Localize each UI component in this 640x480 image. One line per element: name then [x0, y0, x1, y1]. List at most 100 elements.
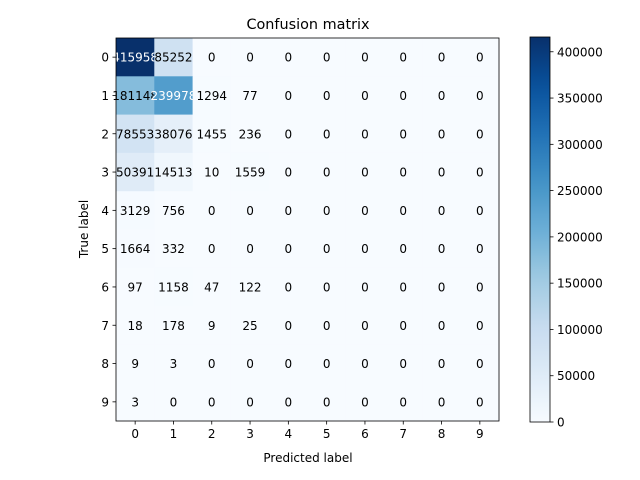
cell-value-label: 0 — [399, 319, 407, 333]
heatmap-cell — [230, 306, 270, 345]
cell-value-label: 236 — [239, 127, 262, 141]
x-tick-label: 6 — [361, 427, 369, 441]
cell-value-label: 77 — [242, 89, 257, 103]
heatmap-cell — [116, 229, 155, 269]
cell-value-label: 181148 — [112, 89, 158, 103]
cell-value-label: 0 — [438, 89, 446, 103]
cell-value-label: 3 — [170, 357, 178, 371]
cell-value-label: 0 — [246, 242, 254, 256]
cell-value-label: 0 — [438, 51, 446, 65]
heatmap-cell — [116, 152, 155, 192]
cell-value-label: 0 — [399, 242, 407, 256]
heatmap-cell — [230, 152, 270, 192]
cell-value-label: 47 — [204, 280, 219, 294]
heatmap-cell — [269, 76, 308, 115]
heatmap-cell — [230, 114, 270, 154]
y-axis: 0 1 2 3 4 5 6 7 8 9 — [101, 51, 116, 409]
cell-value-label: 18 — [128, 319, 143, 333]
heatmap-cell — [345, 152, 385, 192]
cell-value-label: 0 — [208, 357, 216, 371]
cell-value-label: 0 — [361, 280, 369, 294]
heatmap-cell — [460, 191, 500, 230]
heatmap-cell — [307, 76, 347, 115]
cell-value-label: 0 — [438, 319, 446, 333]
heatmap-cell — [384, 191, 423, 230]
heatmap-cell — [422, 229, 462, 269]
heatmap-cell — [230, 267, 270, 307]
heatmap-cell — [269, 191, 308, 230]
cell-value-label: 1294 — [196, 89, 227, 103]
heatmap-cell — [154, 267, 193, 307]
colorbar-frame — [529, 36, 551, 423]
heatmap-cell — [154, 382, 193, 422]
y-tick-label: 0 — [101, 51, 109, 65]
colorbar: 0 50000 100000 150000 200000 250000 300000 3500… — [529, 36, 603, 430]
heatmap-cell — [345, 191, 385, 230]
cell-value-label: 756 — [162, 204, 185, 218]
y-axis-label: True label — [77, 200, 91, 259]
heatmap-cell — [192, 114, 232, 154]
cell-value-label: 0 — [246, 51, 254, 65]
cell-value-label: 0 — [323, 127, 331, 141]
cell-value-label: 0 — [476, 319, 484, 333]
cell-value-label: 10 — [204, 166, 219, 180]
heatmap-cell — [269, 38, 308, 77]
heatmap-cell — [345, 382, 385, 422]
colorbar-tick-label: 0 — [557, 416, 565, 430]
heatmap-cell — [192, 306, 232, 345]
cell-value-label: 0 — [399, 395, 407, 409]
heatmap-cell — [460, 38, 500, 77]
cell-value-label: 0 — [285, 242, 293, 256]
y-tick-label: 3 — [101, 166, 109, 180]
colorbar-tick-label: 400000 — [557, 45, 603, 59]
heatmap-cell — [345, 229, 385, 269]
cell-value-label: 85252 — [154, 51, 192, 65]
heatmap-cell — [230, 229, 270, 269]
x-axis: 0 1 2 3 4 5 6 7 8 9 — [131, 421, 484, 441]
heatmap-cell — [116, 382, 155, 422]
x-tick-label: 5 — [323, 427, 331, 441]
heatmap-cell — [269, 382, 308, 422]
cell-value-label: 0 — [399, 166, 407, 180]
heatmap-cell — [460, 229, 500, 269]
heatmap-cell — [230, 38, 270, 77]
cell-value-label: 0 — [285, 357, 293, 371]
heatmap-cell — [345, 306, 385, 345]
heatmap-cell — [460, 267, 500, 307]
heatmap-cell — [384, 76, 423, 115]
cell-value-label: 1559 — [235, 166, 266, 180]
heatmap-cell — [154, 152, 193, 192]
heatmap-cell — [422, 306, 462, 345]
y-tick-label: 2 — [101, 127, 109, 141]
heatmap-cell — [269, 229, 308, 269]
cell-value-label: 0 — [323, 319, 331, 333]
cell-value-label: 0 — [476, 242, 484, 256]
heatmap-cell — [345, 38, 385, 77]
cell-value-label: 0 — [285, 89, 293, 103]
cell-value-label: 38076 — [154, 127, 192, 141]
heatmap-cell — [192, 152, 232, 192]
x-tick-label: 8 — [438, 427, 446, 441]
y-tick-label: 6 — [101, 280, 109, 294]
cell-value-label: 0 — [285, 280, 293, 294]
x-tick-label: 4 — [285, 427, 293, 441]
cell-value-label: 0 — [285, 166, 293, 180]
cell-value-label: 178 — [162, 319, 185, 333]
y-tick-label: 5 — [101, 242, 109, 256]
cell-value-label: 0 — [476, 357, 484, 371]
cell-value-label: 0 — [361, 51, 369, 65]
cell-value-label: 0 — [438, 242, 446, 256]
cell-value-label: 0 — [361, 357, 369, 371]
heatmap-cell — [269, 152, 308, 192]
cell-value-label: 122 — [239, 280, 262, 294]
cell-value-label: 0 — [323, 280, 331, 294]
heatmap-cell — [192, 38, 232, 77]
heatmap-cell — [345, 114, 385, 154]
colorbar-tick-label: 250000 — [557, 184, 603, 198]
colorbar-tick-label: 50000 — [557, 369, 595, 383]
cell-value-label: 0 — [285, 127, 293, 141]
cell-value-label: 0 — [399, 127, 407, 141]
heatmap-cell — [154, 76, 193, 115]
x-tick-label: 7 — [399, 427, 407, 441]
cell-value-label: 0 — [399, 357, 407, 371]
